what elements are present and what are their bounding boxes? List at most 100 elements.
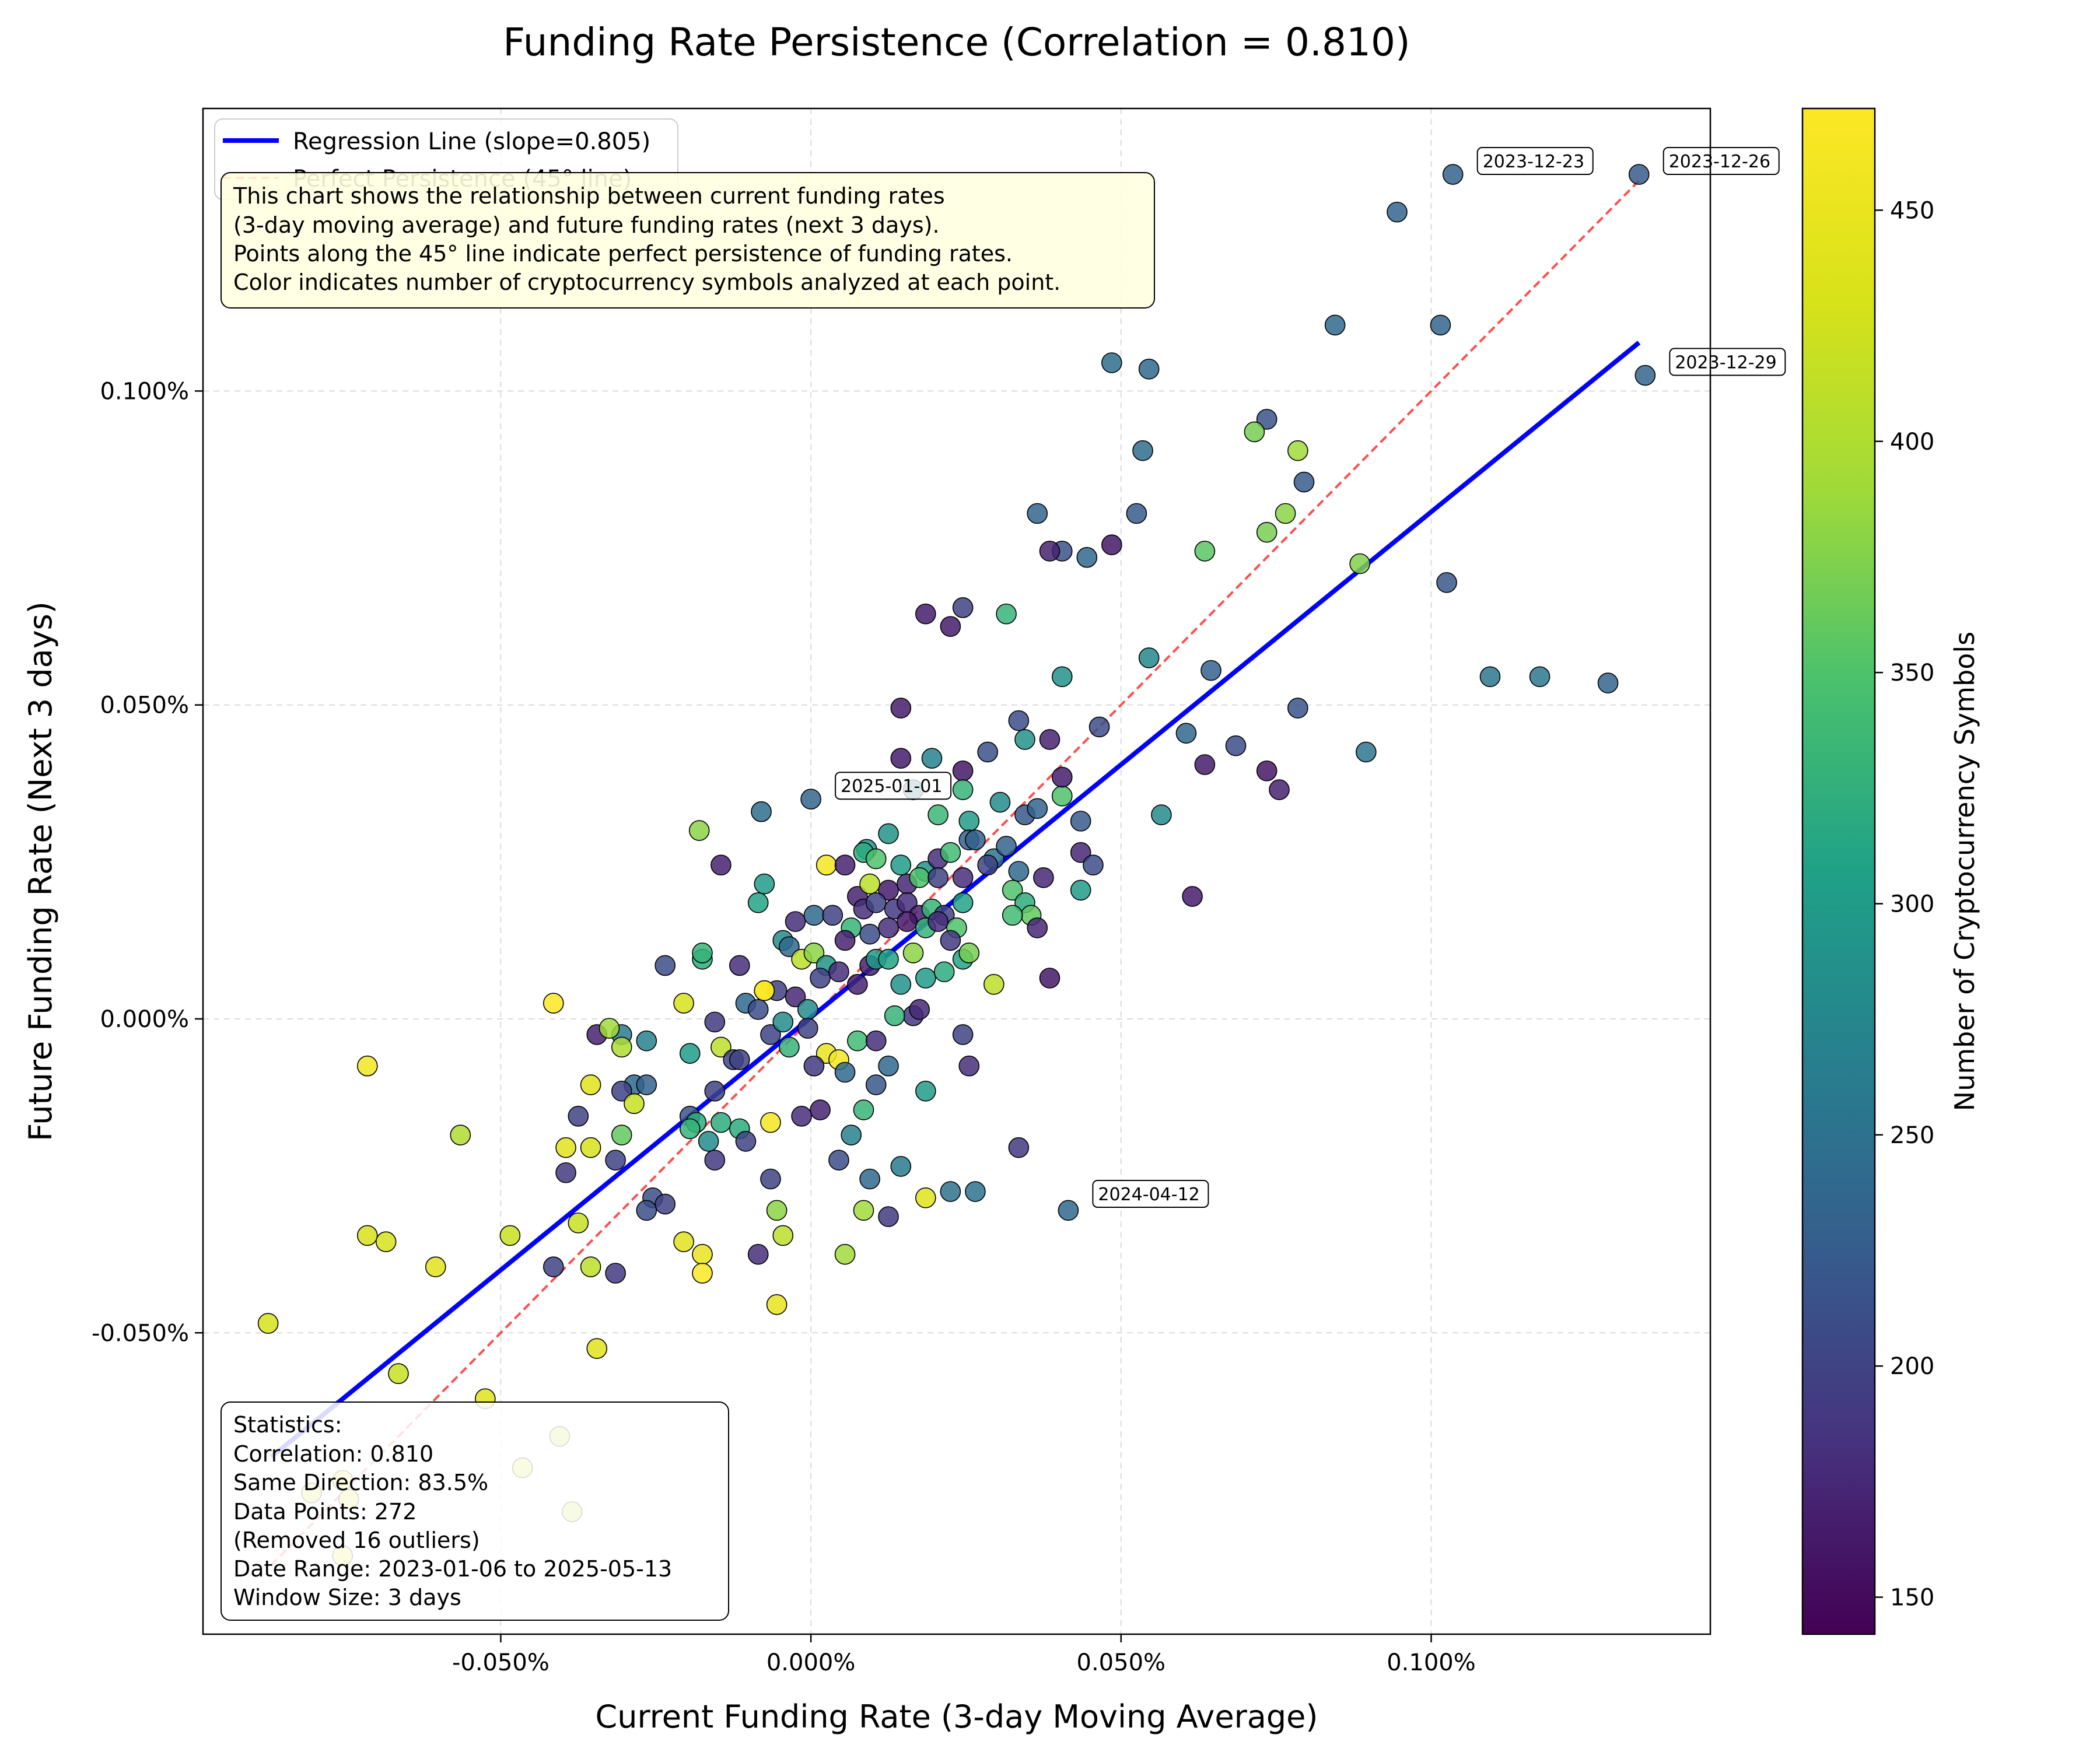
data-point <box>692 1243 713 1265</box>
colorbar-tick-label: 150 <box>1890 1585 1934 1611</box>
y-tick-label: 0.100% <box>100 378 189 405</box>
data-point <box>890 698 912 719</box>
data-point <box>810 1099 831 1120</box>
data-point <box>890 1156 912 1177</box>
data-point <box>779 1036 800 1058</box>
x-tick-label: 0.050% <box>1077 1649 1166 1676</box>
data-point <box>996 603 1017 625</box>
data-point <box>1529 666 1550 688</box>
data-point <box>580 1074 601 1095</box>
info-line: Points along the 45° line indicate perfe… <box>233 241 1013 267</box>
data-point <box>704 1011 726 1033</box>
data-point <box>1138 647 1160 668</box>
data-point <box>1356 741 1377 763</box>
data-point <box>785 911 806 932</box>
data-point <box>1287 698 1308 719</box>
data-point <box>1256 409 1278 430</box>
data-point <box>890 973 912 995</box>
x-tick-label: -0.050% <box>452 1649 550 1676</box>
data-point <box>766 1294 788 1315</box>
data-point <box>965 1181 986 1202</box>
colorbar-tick-label: 300 <box>1890 891 1934 917</box>
data-point <box>1628 164 1650 185</box>
data-point <box>754 873 775 895</box>
chart-title: Funding Rate Persistence (Correlation = … <box>503 20 1410 65</box>
annotation-box <box>1092 1179 1209 1208</box>
data-point <box>747 892 769 913</box>
data-point <box>921 748 943 769</box>
data-point <box>580 1137 601 1158</box>
data-point <box>543 993 564 1014</box>
data-point <box>915 1187 936 1208</box>
data-point <box>772 1225 794 1246</box>
data-point <box>984 973 1005 995</box>
data-point <box>760 1112 781 1133</box>
data-point <box>760 1024 781 1045</box>
y-tick-label: 0.000% <box>100 1006 189 1033</box>
x-tick-label: 0.000% <box>766 1649 856 1676</box>
data-point <box>586 1338 608 1359</box>
data-point <box>605 1150 626 1171</box>
data-point <box>1002 879 1023 901</box>
colorbar-tick-label: 400 <box>1890 429 1934 455</box>
data-point <box>847 973 868 995</box>
data-point <box>1442 164 1464 185</box>
data-point <box>1051 666 1073 688</box>
data-point <box>1126 503 1147 524</box>
data-point <box>890 748 912 769</box>
data-point <box>735 1131 757 1152</box>
data-point <box>1008 710 1030 731</box>
data-point <box>847 1030 868 1052</box>
data-point <box>766 1200 788 1221</box>
data-point <box>878 917 899 938</box>
data-point <box>1076 546 1098 568</box>
data-point <box>388 1363 409 1385</box>
stats-line: Statistics: <box>233 1412 342 1438</box>
colorbar-ticks: 150 200 250 300 350 400 450 <box>1875 197 1934 1611</box>
colorbar-label: Number of Cryptocurrency Symbols <box>1949 632 1980 1111</box>
data-point <box>834 930 856 951</box>
data-point <box>952 779 974 800</box>
info-box: This chart shows the relationship betwee… <box>220 172 1155 309</box>
data-point <box>1088 716 1110 738</box>
data-point <box>654 1193 676 1215</box>
data-point <box>779 936 800 957</box>
data-point <box>1287 440 1308 461</box>
data-point <box>772 1011 794 1033</box>
data-point <box>1256 760 1278 782</box>
data-point <box>902 942 924 963</box>
data-point <box>1002 905 1023 926</box>
data-point <box>1058 1200 1079 1221</box>
data-point <box>1132 440 1153 461</box>
data-point <box>673 993 694 1014</box>
data-point <box>791 1106 812 1127</box>
data-point <box>1039 729 1060 750</box>
colorbar: 150 200 250 300 350 400 450 Number of Cryptocu… <box>1801 107 1980 1635</box>
data-point <box>797 999 818 1020</box>
data-point <box>1008 1137 1030 1158</box>
data-point <box>688 820 710 841</box>
data-point <box>1182 886 1203 907</box>
data-point <box>1039 968 1060 989</box>
data-point <box>425 1256 446 1278</box>
data-point <box>940 616 961 637</box>
data-point <box>865 892 887 913</box>
data-point <box>952 867 974 888</box>
data-point <box>356 1225 378 1246</box>
data-point <box>692 1263 713 1284</box>
annotation-box <box>835 772 952 800</box>
data-point <box>257 1313 279 1334</box>
data-point <box>803 942 825 963</box>
data-point <box>1349 553 1370 574</box>
stats-line: Same Direction: 83.5% <box>233 1470 488 1495</box>
data-point <box>1430 314 1451 336</box>
data-point <box>450 1124 471 1145</box>
data-point <box>977 854 998 876</box>
y-tick-label: -0.050% <box>92 1320 189 1347</box>
data-point <box>704 1150 726 1171</box>
annotation-label: 2023-12-29 <box>1675 353 1776 373</box>
data-point <box>636 1074 657 1095</box>
data-point <box>865 1074 887 1095</box>
data-point <box>1387 201 1408 223</box>
